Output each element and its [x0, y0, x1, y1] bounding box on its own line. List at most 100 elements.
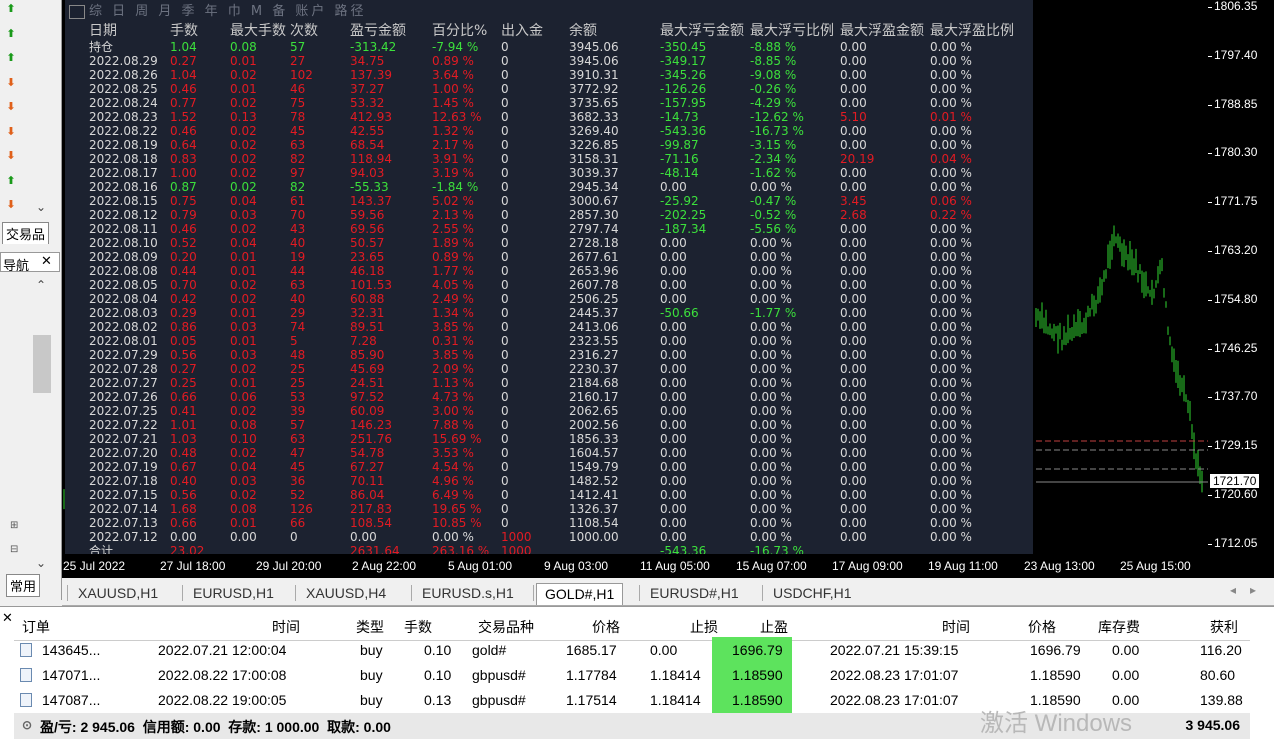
- collapse-icon[interactable]: ⊟: [10, 544, 19, 555]
- stats-cell: 50.57: [350, 236, 385, 250]
- expand-icon[interactable]: ⊞: [10, 520, 19, 531]
- stats-cell: 0.03: [230, 320, 257, 334]
- stats-cell: 0.00 %: [930, 348, 972, 362]
- stats-header-9[interactable]: 最大浮亏比例: [750, 23, 834, 39]
- stats-cell: 63: [290, 432, 306, 446]
- stats-cell: 1.00 %: [432, 82, 474, 96]
- col-type[interactable]: 类型: [356, 619, 384, 635]
- stats-header-3[interactable]: 次数: [290, 23, 318, 39]
- tab-chart-4[interactable]: GOLD#,H1: [536, 583, 624, 605]
- col-order[interactable]: 订单: [22, 619, 50, 635]
- stats-cell: 0.29: [170, 306, 197, 320]
- stats-row: 2022.07.28 0.27 0.02 25 45.69 2.09 % 0 2230.37 0…: [89, 362, 1020, 376]
- col-close-time[interactable]: 时间: [942, 619, 970, 635]
- col-time[interactable]: 时间: [272, 619, 300, 635]
- stats-cell: 0.00: [660, 250, 687, 264]
- summary-icon: ⊙: [22, 718, 33, 732]
- common-tab-button[interactable]: 常用: [6, 574, 41, 597]
- price-label: 1712.05: [1214, 535, 1258, 550]
- order-row[interactable]: 147071... 2022.08.22 17:00:08 buy 0.10 gbpus…: [14, 663, 1250, 688]
- col-sl[interactable]: 止损: [690, 619, 718, 635]
- col-profit[interactable]: 获利: [1210, 619, 1238, 635]
- stats-cell: -9.08 %: [750, 68, 797, 82]
- stats-header-10[interactable]: 最大浮盈金额: [840, 23, 924, 39]
- stats-header-4[interactable]: 盈亏金额: [350, 23, 406, 39]
- tab-chart-5[interactable]: EURUSD#,H1: [650, 585, 739, 601]
- order-profit: 116.20: [1200, 642, 1242, 658]
- stats-cell: 82: [290, 180, 306, 194]
- stats-cell: 0.02: [230, 292, 257, 306]
- tab-chart-6[interactable]: USDCHF,H1: [773, 585, 852, 601]
- stats-cell: 2022.08.15: [89, 194, 158, 208]
- stats-cell: 2022.07.18: [89, 474, 158, 488]
- stats-cell: 0.44: [170, 264, 197, 278]
- stats-header-2[interactable]: 最大手数: [230, 23, 286, 39]
- stats-cell: 2022.08.26: [89, 68, 158, 82]
- stats-header-0[interactable]: 日期: [89, 23, 117, 39]
- trade-tab-button[interactable]: 交易品: [2, 222, 50, 244]
- stats-cell: 4.05 %: [432, 278, 474, 292]
- stats-cell: 2022.08.03: [89, 306, 158, 320]
- scroll-down-icon[interactable]: ⌄: [36, 200, 47, 214]
- stats-cell: 97: [290, 166, 306, 180]
- stats-cell: 7.28: [350, 334, 377, 348]
- stats-cell: 1549.79: [569, 460, 619, 474]
- stats-cell: 0: [501, 516, 509, 530]
- tab-scroll-left-icon[interactable]: ◂: [1230, 583, 1237, 597]
- stats-cell: 0.00: [660, 264, 687, 278]
- tab-chart-1[interactable]: EURUSD,H1: [193, 585, 274, 601]
- stats-cell: 2022.07.28: [89, 362, 158, 376]
- stats-cell: 0.00 %: [930, 264, 972, 278]
- stats-cell: 0.70: [170, 278, 197, 292]
- col-close-price[interactable]: 价格: [1028, 619, 1056, 635]
- stats-header-8[interactable]: 最大浮亏金额: [660, 23, 744, 39]
- stats-row: 2022.07.21 1.03 0.10 63 251.76 15.69 % 0 1856.3…: [89, 432, 1020, 446]
- stats-cell: 101.53: [350, 278, 392, 292]
- stats-cell: 57: [290, 40, 306, 54]
- tab-scroll-right-icon[interactable]: ▸: [1250, 583, 1257, 597]
- stats-cell: 0.00 %: [930, 432, 972, 446]
- tab-chart-3[interactable]: EURUSD.s,H1: [422, 585, 514, 601]
- stats-cell: 0.02: [230, 180, 257, 194]
- navigator-scrollbar[interactable]: [33, 335, 51, 393]
- stats-cell: 0.00 %: [750, 516, 792, 530]
- col-lots[interactable]: 手数: [404, 619, 432, 635]
- col-swap[interactable]: 库存费: [1098, 619, 1140, 635]
- stats-header-5[interactable]: 百分比%: [432, 23, 488, 39]
- close-icon[interactable]: ✕: [2, 611, 13, 626]
- stats-cell: 0.00: [840, 320, 867, 334]
- chart-icon[interactable]: [69, 4, 85, 19]
- scroll-down-icon[interactable]: ⌄: [36, 556, 47, 570]
- order-close-price: 1696.79: [1030, 642, 1081, 658]
- stats-header-1[interactable]: 手数: [170, 23, 198, 39]
- close-icon[interactable]: ✕: [41, 254, 52, 269]
- tab-chart-0[interactable]: XAUUSD,H1: [78, 585, 159, 601]
- stats-cell: 1482.52: [569, 474, 619, 488]
- stats-cell: 0.00: [660, 474, 687, 488]
- stats-cell: 0: [501, 432, 509, 446]
- col-price[interactable]: 价格: [592, 619, 620, 635]
- tab-chart-2[interactable]: XAUUSD,H4: [306, 585, 387, 601]
- stats-header-7[interactable]: 余额: [569, 23, 597, 39]
- stats-header-6[interactable]: 出入金: [501, 23, 543, 39]
- stats-header-11[interactable]: 最大浮盈比例: [930, 23, 1014, 39]
- scroll-up-icon[interactable]: ⌃: [36, 278, 47, 292]
- stats-toolbar-label[interactable]: 综 日 周 月 季 年 巾 M 备 账户 路径: [89, 4, 367, 19]
- order-row[interactable]: 143645... 2022.07.21 12:00:04 buy 0.10 gold#…: [14, 638, 1250, 663]
- stats-cell: 1108.54: [569, 516, 619, 530]
- stats-cell: 412.93: [350, 110, 392, 124]
- order-row[interactable]: 147087... 2022.08.22 19:00:05 buy 0.13 gbpus…: [14, 688, 1250, 713]
- stats-row: 2022.08.02 0.86 0.03 74 89.51 3.85 % 0 2413.06 0…: [89, 320, 1020, 334]
- stats-cell: 0: [501, 460, 509, 474]
- stats-cell: 0.25: [170, 376, 197, 390]
- price-tick: [1208, 446, 1212, 448]
- time-label: 9 Aug 03:00: [544, 559, 609, 573]
- col-symbol[interactable]: 交易品种: [478, 619, 534, 635]
- stats-cell: 0.00 %: [930, 488, 972, 502]
- stats-cell: 2022.07.20: [89, 446, 158, 460]
- stats-cell: 48: [290, 348, 306, 362]
- col-tp[interactable]: 止盈: [760, 619, 788, 635]
- stats-cell: 0.00 %: [930, 516, 972, 530]
- stats-toolbar[interactable]: 综 日 周 月 季 年 巾 M 备 账户 路径: [65, 0, 1033, 19]
- stats-cell: 0.01: [230, 54, 257, 68]
